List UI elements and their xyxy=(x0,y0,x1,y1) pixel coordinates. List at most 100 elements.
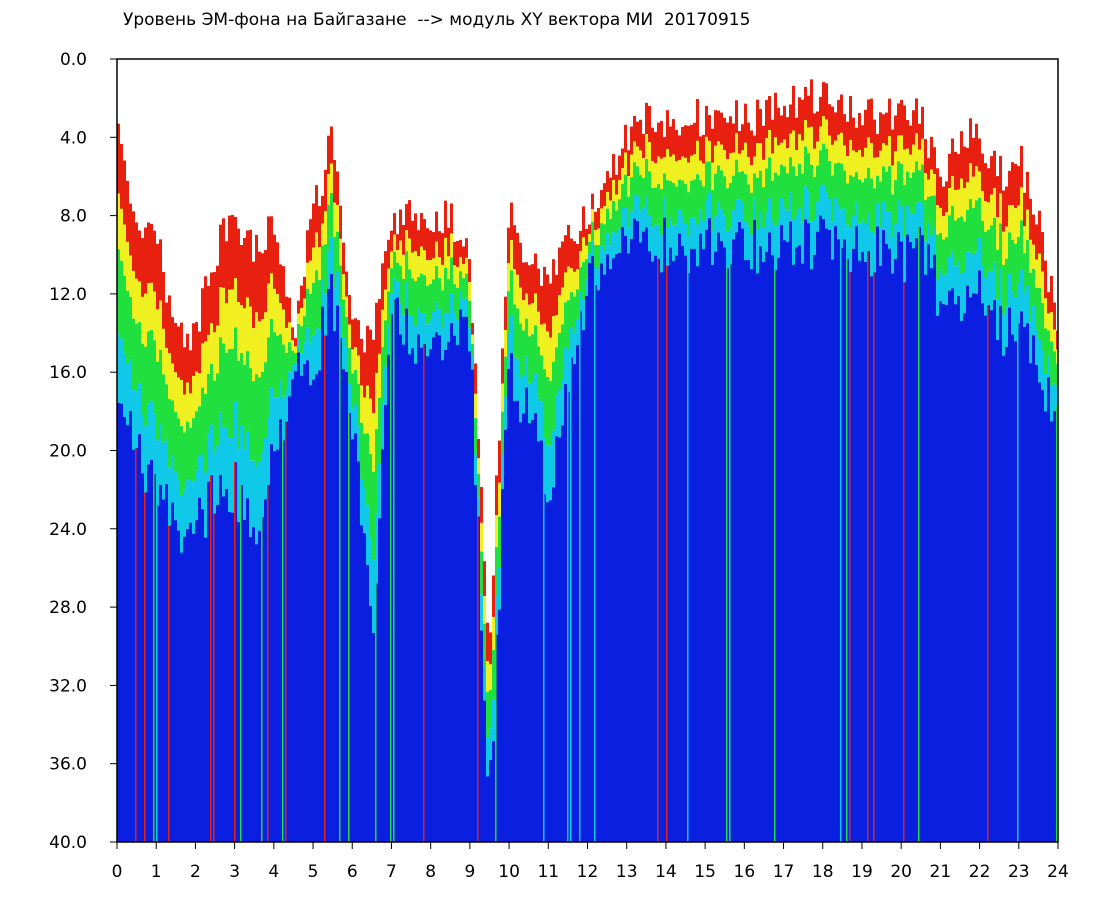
spectrogram-column xyxy=(513,225,516,842)
spectrogram-column xyxy=(570,238,573,842)
spectrogram-column xyxy=(903,105,906,842)
spectrogram-column xyxy=(546,274,549,842)
spectrogram-column xyxy=(186,333,189,842)
spectrogram-column xyxy=(1035,224,1038,842)
y-tick-label: 32.0 xyxy=(49,676,87,696)
spectrogram-column xyxy=(591,193,594,842)
x-tick-label: 18 xyxy=(812,862,834,882)
spectrogram-column xyxy=(375,302,378,842)
spectrogram-column xyxy=(705,105,708,842)
spectrogram-column xyxy=(282,266,285,842)
spectrogram-column xyxy=(975,123,978,842)
spectrogram-column xyxy=(654,132,657,842)
spectrogram-column xyxy=(936,168,939,842)
spectrogram-column xyxy=(921,106,924,842)
spectrogram-column xyxy=(495,475,498,842)
x-tick-label: 0 xyxy=(112,862,123,882)
spectrogram-column xyxy=(792,85,795,842)
spectrogram-column xyxy=(171,317,174,842)
spectrogram-column xyxy=(831,106,834,842)
spectrogram-column xyxy=(261,253,264,842)
spectrogram-column xyxy=(219,224,222,842)
spectrogram-column xyxy=(276,242,279,842)
spectrogram-column xyxy=(213,271,216,842)
x-tick-label: 19 xyxy=(851,862,873,882)
spectrogram-column xyxy=(177,326,180,842)
spectrogram-column xyxy=(984,163,987,842)
spectrogram-column xyxy=(951,138,954,842)
spectrogram-column xyxy=(657,122,660,842)
spectrogram-column xyxy=(858,112,861,842)
spectrogram-column xyxy=(402,224,405,842)
spectrogram-column xyxy=(330,126,333,842)
spectrogram-column xyxy=(303,276,306,842)
spectrogram-column xyxy=(420,213,423,842)
y-tick-label: 24.0 xyxy=(49,520,87,540)
spectrogram-column xyxy=(777,107,780,842)
spectrogram-column xyxy=(438,231,441,842)
spectrogram-column xyxy=(144,227,147,842)
spectrogram-column xyxy=(732,123,735,842)
spectrogram-column xyxy=(384,251,387,842)
spectrogram-column xyxy=(699,136,702,842)
spectrogram-column xyxy=(471,323,474,842)
spectrogram-column xyxy=(969,118,972,842)
spectrogram-column xyxy=(783,105,786,842)
spectrogram-column xyxy=(588,224,591,842)
spectrogram-column xyxy=(759,108,762,842)
spectrogram-column xyxy=(711,128,714,842)
x-tick-label: 12 xyxy=(577,862,599,882)
spectrogram-column xyxy=(909,125,912,842)
spectrogram-column xyxy=(312,203,315,842)
spectrogram-column xyxy=(1044,260,1047,842)
spectrogram-column xyxy=(504,296,507,842)
x-tick-label: 20 xyxy=(890,862,912,882)
spectrogram-column xyxy=(981,153,984,842)
spectrogram-column xyxy=(666,110,669,842)
spectrogram-column xyxy=(1056,330,1058,842)
spectrogram-column xyxy=(120,143,123,842)
spectrogram-column xyxy=(888,98,891,842)
spectrogram-column xyxy=(339,205,342,842)
spectrogram-column xyxy=(411,220,414,842)
spectrogram-column xyxy=(963,146,966,842)
spectrogram-column xyxy=(573,241,576,842)
spectrogram-column xyxy=(264,250,267,842)
spectrogram-column xyxy=(537,268,540,842)
spectrogram-column xyxy=(150,223,153,842)
spectrogram-column xyxy=(252,261,255,842)
spectrogram-column xyxy=(813,113,816,842)
spectrogram-column xyxy=(174,323,177,842)
x-tick-label: 24 xyxy=(1047,862,1069,882)
spectrogram-column xyxy=(207,285,210,842)
spectrogram-column xyxy=(480,486,483,842)
spectrogram-column xyxy=(198,331,201,842)
spectrogram-column xyxy=(924,139,927,842)
spectrogram-column xyxy=(606,171,609,842)
spectrogram-column xyxy=(585,228,588,842)
spectrogram-column xyxy=(708,115,711,842)
x-tick-label: 1 xyxy=(151,862,162,882)
spectrogram-column xyxy=(465,238,468,842)
spectrogram-column xyxy=(522,262,525,842)
spectrogram-column xyxy=(564,235,567,842)
spectrogram-column xyxy=(603,183,606,842)
spectrogram-column xyxy=(363,352,366,842)
spectrogram-column xyxy=(690,124,693,842)
spectrogram-column xyxy=(990,156,993,842)
spectrogram-column xyxy=(669,126,672,842)
spectrogram-column xyxy=(429,230,432,842)
spectrogram-column xyxy=(552,259,555,842)
spectrogram-column xyxy=(816,111,819,842)
spectrogram-column xyxy=(1032,214,1035,842)
x-axis: 0 1 2 3 4 5 6 7 8 9 10 11 12 13 14 15 16 17 18 19 20 21 22 23 24 xyxy=(112,842,1069,882)
spectrogram-column xyxy=(492,575,495,842)
spectrogram-column xyxy=(528,265,531,842)
spectrogram-column xyxy=(828,104,831,842)
y-tick-label: 20.0 xyxy=(49,442,87,462)
spectrogram-column xyxy=(183,347,186,842)
y-tick-label: 4.0 xyxy=(60,128,87,148)
spectrogram-column xyxy=(660,120,663,842)
spectrogram-column xyxy=(1041,232,1044,842)
spectrogram-column xyxy=(405,204,408,842)
